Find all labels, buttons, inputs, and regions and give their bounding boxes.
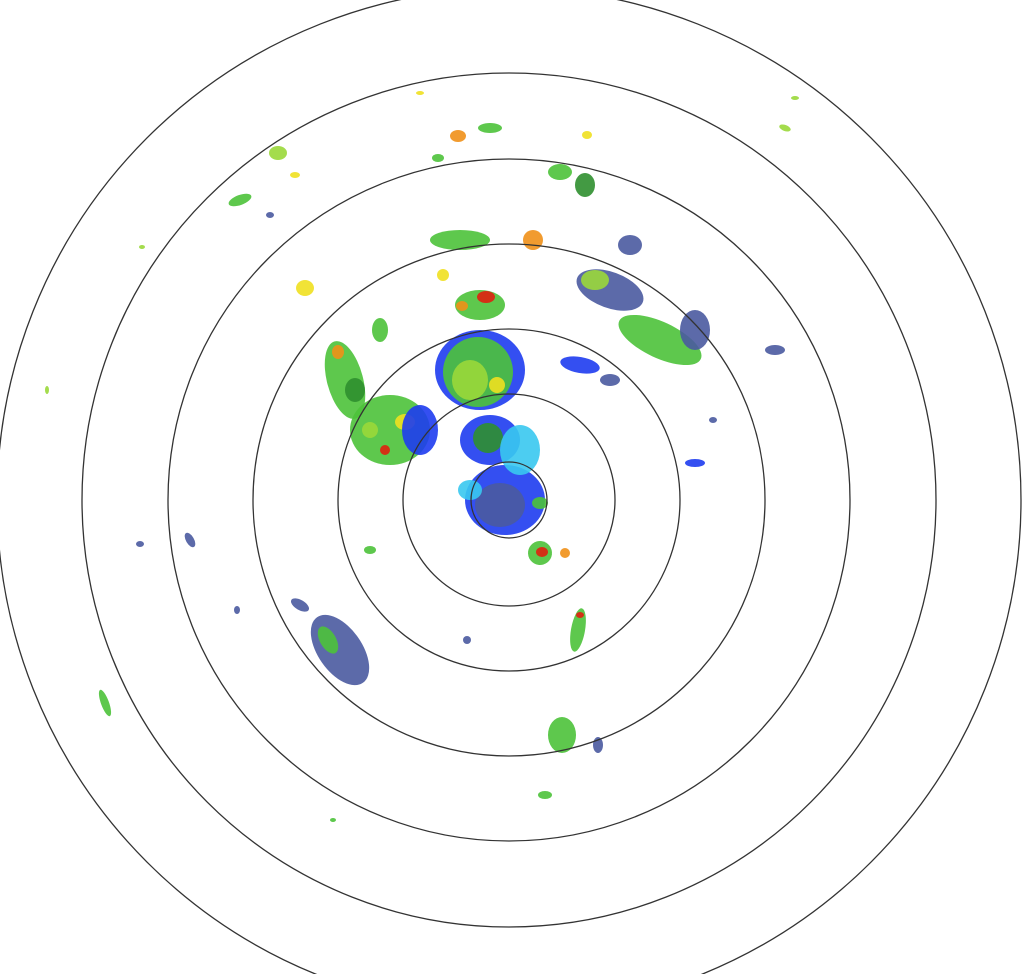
echo-cyan: [500, 425, 540, 475]
echo-light-green: [779, 124, 791, 132]
echo-very-light: [618, 235, 642, 255]
echo-orange: [332, 345, 344, 359]
echo-very-light: [234, 606, 240, 614]
echo-very-light: [576, 269, 644, 311]
echo-light-green: [45, 386, 49, 394]
echo-very-light: [709, 417, 717, 423]
echo-yellow: [437, 269, 449, 281]
echo-green: [364, 546, 376, 554]
echo-dark-green: [575, 173, 595, 197]
echo-green: [430, 230, 490, 250]
precipitation-echoes: [45, 91, 799, 822]
echo-very-light: [266, 212, 274, 218]
range-ring-3: [337, 328, 681, 672]
echo-green: [478, 123, 502, 133]
echo-red: [380, 445, 390, 455]
echo-very-light: [136, 541, 144, 547]
echo-red: [576, 612, 584, 618]
range-ring-6: [81, 72, 937, 928]
echo-light-green: [452, 360, 488, 400]
echo-yellow: [489, 377, 505, 393]
echo-green: [538, 791, 552, 799]
range-ring-2: [402, 393, 616, 607]
echo-very-light: [680, 310, 710, 350]
echo-green: [548, 164, 572, 180]
echo-green: [532, 497, 548, 509]
echo-very-light: [600, 374, 620, 386]
echo-light-green: [581, 270, 609, 290]
echo-very-light: [765, 345, 785, 355]
echo-orange: [523, 230, 543, 250]
range-ring-5: [167, 158, 851, 842]
echo-red: [536, 547, 548, 557]
echo-green: [618, 314, 702, 366]
echo-dark-green: [345, 378, 365, 402]
echo-light-green: [362, 422, 378, 438]
echo-light-green: [791, 96, 799, 100]
echo-cyan: [458, 480, 482, 500]
echo-green: [317, 626, 339, 654]
echo-dark-green: [473, 423, 503, 453]
echo-yellow: [296, 280, 314, 296]
echo-green: [98, 689, 112, 717]
echo-very-light: [184, 532, 196, 548]
echo-green: [372, 318, 388, 342]
echo-red: [477, 291, 495, 303]
echo-orange: [560, 548, 570, 558]
echo-orange: [456, 301, 468, 311]
echo-light-blue: [560, 356, 600, 374]
echo-very-light: [310, 614, 370, 686]
range-ring-4: [252, 243, 766, 757]
echo-yellow: [416, 91, 424, 95]
echo-light-blue: [685, 459, 705, 467]
echo-very-light: [290, 598, 310, 612]
echo-light-blue: [402, 405, 438, 455]
echo-green: [432, 154, 444, 162]
echo-very-light: [475, 483, 525, 527]
range-ring-1: [470, 461, 548, 539]
echo-light-green: [139, 245, 145, 249]
echo-green: [570, 608, 586, 652]
echo-green: [228, 193, 252, 207]
echo-very-light: [463, 636, 471, 644]
echo-green: [330, 818, 336, 822]
echo-light-green: [269, 146, 287, 160]
echo-yellow: [290, 172, 300, 178]
echo-orange: [450, 130, 466, 142]
echo-yellow: [582, 131, 592, 139]
echo-green: [548, 717, 576, 753]
